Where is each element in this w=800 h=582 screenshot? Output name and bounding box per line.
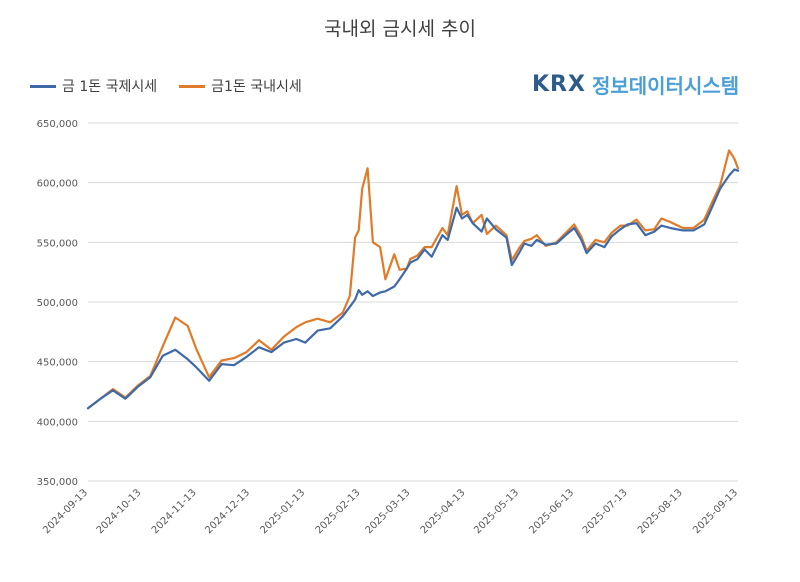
legend-label-international: 금 1돈 국제시세 — [62, 79, 158, 95]
krx-logo-text: 정보데이터시스템 — [591, 74, 740, 98]
y-tick-label: 550,000 — [37, 238, 78, 249]
legend-swatch-domestic — [179, 84, 206, 88]
y-tick-label: 400,000 — [37, 417, 78, 428]
krx-logo: KRX 정보데이터시스템 — [532, 70, 739, 99]
x-tick-label: 2025-08-13 — [636, 487, 685, 536]
x-tick-label: 2025-02-13 — [314, 487, 363, 536]
x-tick-label: 2025-01-13 — [259, 487, 308, 536]
y-tick-label: 350,000 — [37, 477, 78, 488]
x-tick-label: 2024-09-13 — [41, 487, 90, 536]
chart-title: 국내외 금시세 추이 — [324, 18, 476, 40]
y-tick-label: 450,000 — [37, 358, 78, 369]
x-tick-label: 2024-10-13 — [95, 487, 144, 536]
y-tick-label: 500,000 — [37, 298, 78, 309]
x-tick-label: 2025-05-13 — [472, 487, 521, 536]
legend-label-domestic: 금1돈 국내시세 — [211, 79, 302, 95]
x-tick-label: 2024-12-13 — [203, 487, 252, 536]
series-line-domestic — [86, 149, 740, 410]
x-tick-label: 2025-07-13 — [581, 487, 630, 536]
legend-item-international: 금 1돈 국제시세 — [30, 76, 157, 96]
legend: 금 1돈 국제시세 금1돈 국내시세 — [30, 76, 302, 96]
y-tick-label: 650,000 — [37, 119, 78, 130]
x-tick-label: 2025-03-13 — [364, 487, 413, 536]
krx-logo-mark: KRX — [532, 72, 586, 97]
series-line-international — [86, 168, 740, 410]
x-tick-label: 2025-09-13 — [691, 487, 740, 536]
x-tick-label: 2024-11-13 — [150, 487, 199, 536]
legend-swatch-international — [30, 84, 56, 88]
y-tick-label: 600,000 — [37, 179, 78, 190]
x-tick-label: 2025-06-13 — [527, 487, 576, 536]
x-tick-label: 2025-04-13 — [419, 487, 468, 536]
legend-item-domestic: 금1돈 국내시세 — [179, 76, 302, 96]
